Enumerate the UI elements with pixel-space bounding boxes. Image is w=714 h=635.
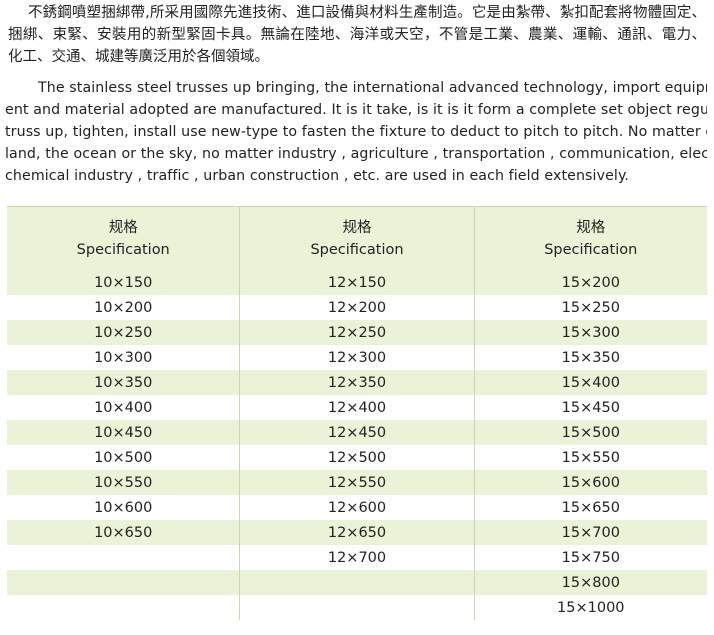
text-line: truss up, tighten, install use new-type …	[5, 124, 707, 140]
table-row: 10×650 12×650 15×700	[7, 520, 707, 545]
empty-cell	[239, 570, 475, 595]
text-line: 化工、交通、城建等廣泛用於各個領域。	[8, 49, 269, 65]
table-cell: 12×600	[239, 495, 475, 520]
table-cell: 10×450	[7, 420, 240, 445]
table-row: 15×1000	[7, 595, 707, 620]
table-cell: 15×700	[473, 520, 707, 545]
table-cell: 10×500	[94, 449, 153, 466]
header-cell: 规格 Specification	[473, 206, 707, 270]
table-cell: 15×600	[473, 470, 707, 495]
table-cell: 12×300	[239, 345, 475, 370]
header-en: Specification	[544, 241, 638, 258]
table-cell: 12×400	[239, 395, 475, 420]
table-cell: 12×450	[239, 420, 475, 445]
header-cell: 规格 Specification	[7, 206, 240, 270]
text-line: 捆綁、束緊、安裝用的新型緊固卡具。無論在陸地、海洋或天空，不管是工業、農業、運輸…	[8, 27, 706, 43]
table-cell: 12×150	[239, 270, 475, 295]
table-cell: 15×800	[473, 570, 707, 595]
header-zh: 规格	[108, 219, 138, 236]
table-cell: 10×300	[94, 349, 153, 366]
table-cell: 10×650	[7, 520, 240, 545]
table-cell: 10×200	[94, 299, 153, 316]
table-row: 10×350 12×350 15×400	[7, 370, 707, 395]
intro-english: The stainless steel trusses up bringing,…	[5, 78, 707, 188]
table-cell: 15×650	[473, 495, 707, 520]
table-row: 12×700 15×750	[7, 545, 707, 570]
header-en: Specification	[76, 241, 170, 258]
empty-cell	[7, 545, 240, 570]
table-cell: 15×450	[473, 395, 707, 420]
table-row: 10×300 12×300 15×350	[7, 345, 707, 370]
header-zh: 规格	[342, 219, 372, 236]
table-cell: 12×700	[239, 545, 475, 570]
table-cell: 15×500	[473, 420, 707, 445]
table-cell: 10×600	[94, 499, 153, 516]
table-cell: 15×750	[473, 545, 707, 570]
table-cell: 12×250	[239, 320, 475, 345]
table-cell: 15×350	[473, 345, 707, 370]
header-cell: 规格 Specification	[239, 206, 475, 270]
table-row: 10×600 12×600 15×650	[7, 495, 707, 520]
table-cell: 10×150	[7, 270, 240, 295]
table-cell: 15×300	[473, 320, 707, 345]
table-cell: 15×400	[473, 370, 707, 395]
header-en: Specification	[310, 241, 404, 258]
text-line: chemical industry , traffic , urban cons…	[5, 168, 630, 184]
table-cell: 12×650	[239, 520, 475, 545]
text-line: land, the ocean or the sky, no matter in…	[5, 146, 707, 162]
table-row: 10×500 12×500 15×550	[7, 445, 707, 470]
table-cell: 15×250	[473, 295, 707, 320]
table-row: 10×550 12×550 15×600	[7, 470, 707, 495]
text-line: 不銹鋼噴塑捆綁帶,所采用國際先進技術、進口設備與材料生產制造。它是由紮帶、紮扣配…	[28, 5, 706, 21]
table-row: 10×450 12×450 15×500	[7, 420, 707, 445]
text-line: The stainless steel trusses up bringing,…	[38, 80, 707, 96]
table-row: 10×150 12×150 15×200	[7, 270, 707, 295]
table-cell: 15×1000	[473, 595, 707, 620]
table-cell: 12×350	[239, 370, 475, 395]
table-row: 15×800	[7, 570, 707, 595]
table-cell: 10×400	[94, 399, 153, 416]
table-cell: 10×250	[7, 320, 240, 345]
table-cell: 15×200	[473, 270, 707, 295]
spec-table: 规格 Specification 规格 Specification 规格 Specific…	[7, 206, 707, 620]
table-cell: 12×500	[239, 445, 475, 470]
table-cell: 12×200	[239, 295, 475, 320]
table-cell: 15×550	[473, 445, 707, 470]
text-line: ent and material adopted are manufacture…	[5, 102, 707, 118]
empty-cell	[7, 595, 240, 620]
table-cell: 10×350	[7, 370, 240, 395]
table-row: 10×400 12×400 15×450	[7, 395, 707, 420]
table-cell: 10×550	[7, 470, 240, 495]
table-row: 10×250 12×250 15×300	[7, 320, 707, 345]
empty-cell	[7, 570, 240, 595]
empty-cell	[239, 595, 475, 620]
intro-chinese: 不銹鋼噴塑捆綁帶,所采用國際先進技術、進口設備與材料生產制造。它是由紮帶、紮扣配…	[8, 2, 706, 68]
table-cell: 12×550	[239, 470, 475, 495]
header-zh: 规格	[576, 219, 606, 236]
table-row: 10×200 12×200 15×250	[7, 295, 707, 320]
